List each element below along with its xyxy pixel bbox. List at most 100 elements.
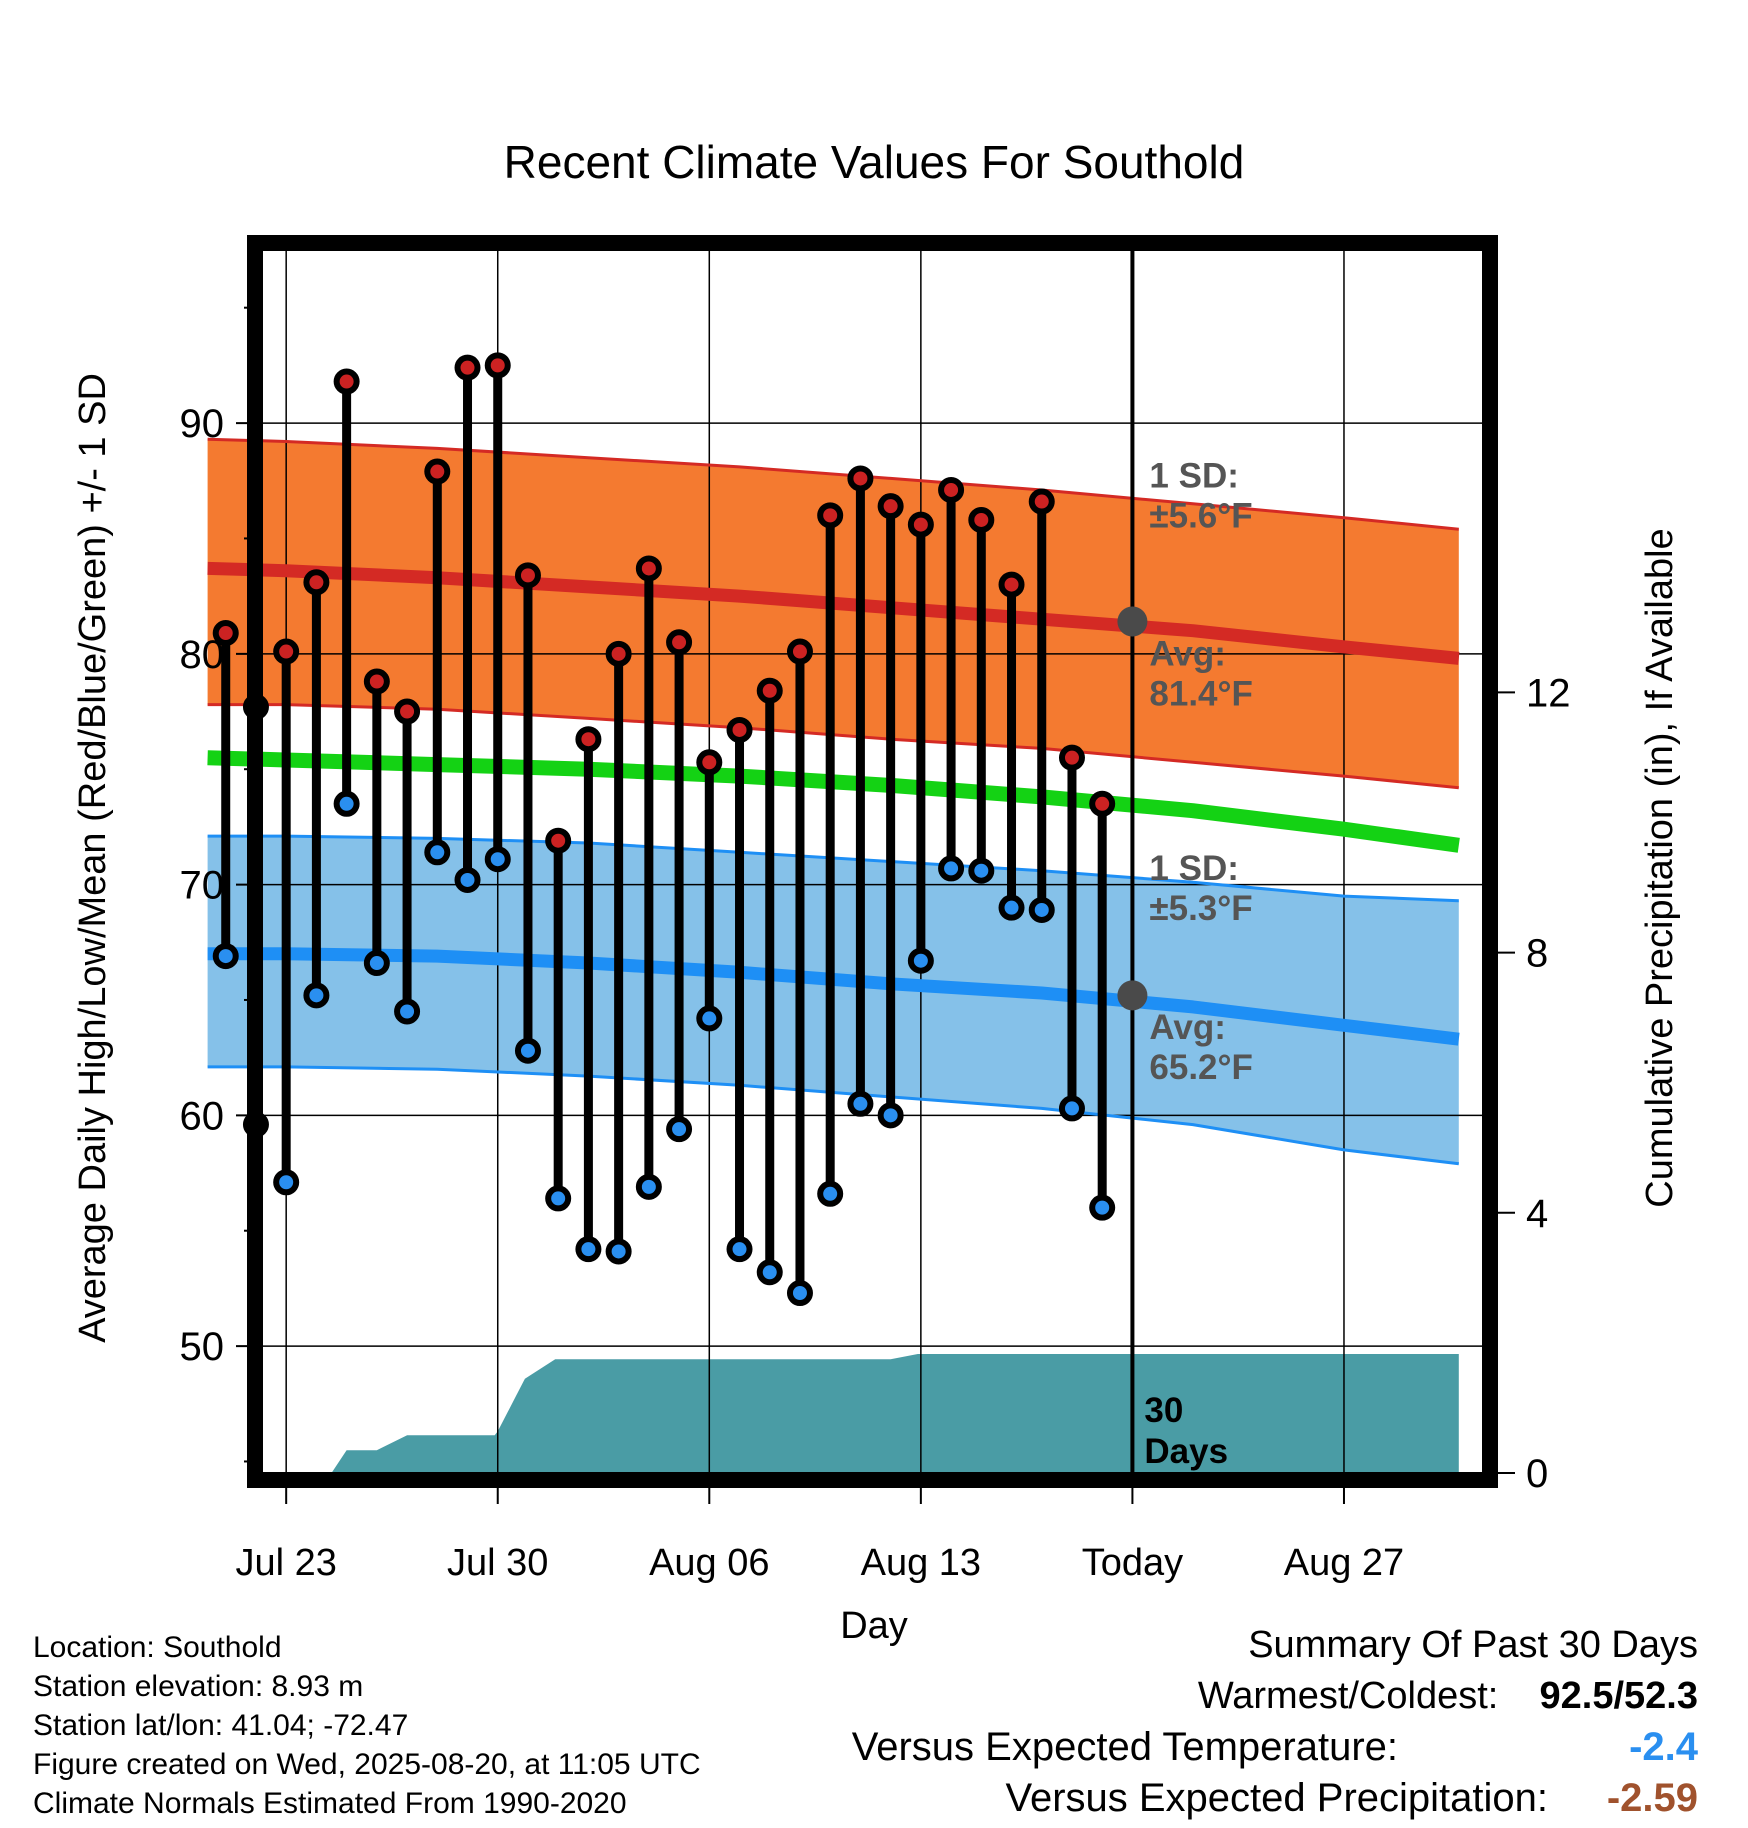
chart-title: Recent Climate Values For Southold [504, 136, 1245, 188]
daily-high-point [998, 571, 1025, 598]
y2-axis-label: Cumulative Precipitation (in), If Availa… [1639, 528, 1681, 1207]
high-avg-annotation-line2: 81.4°F [1149, 674, 1253, 713]
low-avg-annotation-line2: 65.2°F [1149, 1048, 1253, 1087]
temp-label: Versus Expected Temperature: [851, 1725, 1398, 1769]
y2-tick-label: 4 [1526, 1192, 1548, 1236]
x-tick-label: Today [1082, 1542, 1183, 1584]
daily-high-point [726, 716, 753, 743]
daily-high-point [666, 629, 693, 656]
daily-low-point [273, 1169, 300, 1196]
mean-normal-line [207, 750, 1460, 853]
x-tick-label: Aug 13 [861, 1542, 981, 1584]
y-tick-label: 80 [180, 633, 225, 677]
daily-high-point [756, 677, 783, 704]
y-tick-label: 60 [180, 1094, 225, 1138]
x-tick-label: Aug 27 [1284, 1542, 1404, 1584]
daily-high-point [605, 640, 632, 667]
footer-location: Location: Southold [33, 1631, 282, 1664]
low-normal-line [207, 947, 1460, 1046]
daily-high-point [786, 638, 813, 665]
daily-high-point [454, 354, 481, 381]
daily-low-point [968, 857, 995, 884]
x-tick-label: Jul 30 [447, 1542, 548, 1584]
plot-frame [247, 235, 1498, 1488]
daily-high-point [424, 458, 451, 485]
daily-low-point [545, 1185, 572, 1212]
daily-low-point [454, 866, 481, 893]
precipitation-area [207, 1354, 1459, 1473]
days-label-line1: 30 [1144, 1391, 1183, 1430]
high-sd-upper-line [207, 437, 1459, 531]
footer-created: Figure created on Wed, 2025-08-20, at 11… [33, 1748, 701, 1781]
daily-high-point [394, 698, 421, 725]
daily-low-point [786, 1280, 813, 1307]
daily-low-point [605, 1238, 632, 1265]
daily-high-point [303, 569, 330, 596]
daily-low-point [303, 982, 330, 1009]
daily-low-point [212, 943, 239, 970]
low-sd-upper-line [207, 834, 1459, 903]
low-sd-lower-line [207, 1065, 1459, 1166]
daily-low-point [938, 855, 965, 882]
coldest-value: 52.3 [1624, 1675, 1698, 1717]
low-sd-annotation-line1: 1 SD: [1149, 849, 1238, 888]
y-axis-label: Average Daily High/Low/Mean (Red/Blue/Gr… [72, 373, 114, 1343]
high-sd-annotation-line1: 1 SD: [1149, 457, 1238, 496]
daily-low-point [847, 1090, 874, 1117]
low-sd-annotation-line2: ±5.3°F [1149, 889, 1252, 928]
temp-value: -2.4 [1629, 1725, 1698, 1769]
daily-low-point [424, 839, 451, 866]
daily-low-point [817, 1180, 844, 1207]
daily-low-point [333, 790, 360, 817]
daily-low-point [1028, 896, 1055, 923]
daily-low-point [514, 1037, 541, 1064]
daily-high-point [273, 638, 300, 665]
x-tick-label: Aug 06 [649, 1542, 769, 1584]
daily-high-point [1089, 790, 1116, 817]
daily-low-point [998, 894, 1025, 921]
daily-low-point [575, 1236, 602, 1263]
daily-high-point [635, 555, 662, 582]
precip-value: -2.59 [1606, 1776, 1698, 1820]
x-tick-label: Jul 23 [235, 1542, 336, 1584]
warmest-value: 92.5 [1539, 1675, 1614, 1717]
summary-warm-cold: Warmest/Coldest: 92.5/52.3 [1198, 1675, 1698, 1718]
daily-high-point [333, 368, 360, 395]
daily-low-point [635, 1173, 662, 1200]
daily-low-point [726, 1236, 753, 1263]
daily-high-point [1028, 488, 1055, 515]
daily-high-point [212, 620, 239, 647]
daily-high-point [1058, 744, 1085, 771]
daily-low-point [363, 950, 390, 977]
footer-elevation: Station elevation: 8.93 m [33, 1670, 364, 1703]
high-avg-marker [1117, 606, 1148, 637]
footer-normals: Climate Normals Estimated From 1990-2020 [33, 1787, 627, 1820]
daily-high-point [696, 749, 723, 776]
daily-high-point [968, 506, 995, 533]
warm-cold-label: Warmest/Coldest: [1197, 1675, 1499, 1717]
daily-high-point [545, 827, 572, 854]
high-avg-annotation-line1: Avg: [1149, 634, 1225, 673]
daily-high-point [484, 352, 511, 379]
daily-low-point [394, 998, 421, 1025]
low-avg-annotation-line1: Avg: [1149, 1008, 1225, 1047]
axes: 50 60 70 80 90 0 4 8 12 Jul 23 Jul 30 Aug 06 Aug 13 T… [180, 235, 1571, 1584]
daily-high-point [514, 562, 541, 589]
daily-high-point [363, 668, 390, 695]
high-sd-annotation-line2: ±5.6°F [1149, 497, 1252, 536]
daily-high-point [575, 726, 602, 753]
y2-tick-label: 12 [1526, 671, 1571, 715]
daily-low-point [666, 1116, 693, 1143]
high-normal-line [207, 561, 1460, 665]
daily-high-point [847, 465, 874, 492]
x-axis-label: Day [840, 1605, 908, 1647]
daily-low-point [756, 1259, 783, 1286]
daily-low-point [696, 1005, 723, 1032]
low-avg-marker [1117, 980, 1148, 1011]
daily-high-point [907, 511, 934, 538]
footer-latlon: Station lat/lon: 41.04; -72.47 [33, 1709, 409, 1742]
high-sd-lower-line [207, 703, 1459, 790]
precip-label: Versus Expected Precipitation: [1005, 1776, 1548, 1820]
